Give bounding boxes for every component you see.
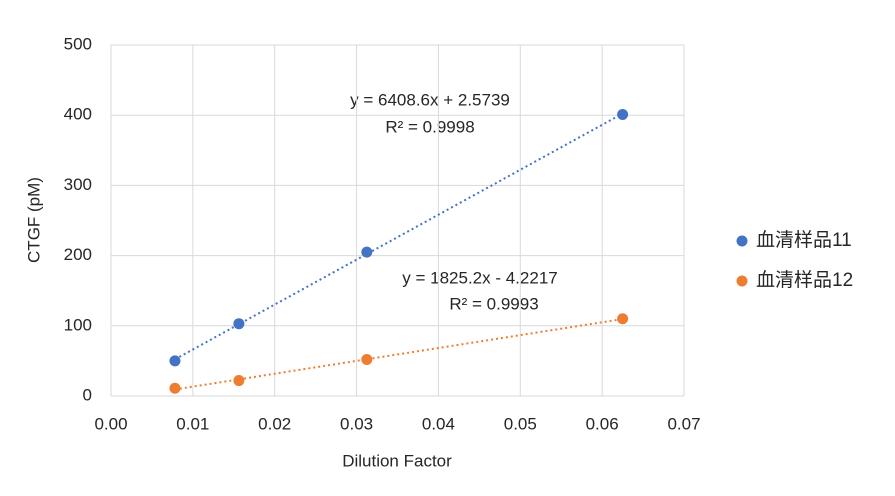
point xyxy=(361,246,373,258)
y-axis-title: CTGF (pM) xyxy=(24,177,43,263)
trendline-r2: R² = 0.9998 xyxy=(385,117,474,136)
x-axis-title: Dilution Factor xyxy=(342,451,452,470)
trendline-equation: y = 1825.2x - 4.2217 xyxy=(402,268,557,287)
x-tick-label: 0.00 xyxy=(94,414,127,433)
trendline xyxy=(174,318,623,391)
y-tick-label: 0 xyxy=(83,385,92,404)
x-tick-label: 0.01 xyxy=(176,414,209,433)
y-tick-label: 300 xyxy=(64,175,92,194)
x-tick-label: 0.06 xyxy=(586,414,619,433)
x-tick-label: 0.02 xyxy=(258,414,291,433)
point xyxy=(233,318,245,330)
x-tick-label: 0.05 xyxy=(504,414,537,433)
y-tick-label: 400 xyxy=(64,105,92,124)
y-tick-label: 200 xyxy=(64,245,92,264)
y-tick-label: 100 xyxy=(64,315,92,334)
x-tick-label: 0.03 xyxy=(340,414,373,433)
legend-label: 血清样品11 xyxy=(756,229,852,251)
legend-label: 血清样品12 xyxy=(756,269,853,291)
x-tick-label: 0.04 xyxy=(422,414,455,433)
y-tick-label: 500 xyxy=(64,34,92,53)
x-tick-label: 0.07 xyxy=(667,414,700,433)
trendline xyxy=(174,112,624,361)
point xyxy=(361,353,373,365)
legend-marker xyxy=(736,275,748,287)
trendline-equation: y = 6408.6x + 2.5739 xyxy=(350,90,510,109)
point xyxy=(233,375,245,387)
point xyxy=(169,355,181,367)
legend-marker xyxy=(736,235,748,247)
trendline-r2: R² = 0.9993 xyxy=(449,294,538,313)
point xyxy=(617,313,629,325)
point xyxy=(169,382,181,394)
point xyxy=(617,108,629,120)
